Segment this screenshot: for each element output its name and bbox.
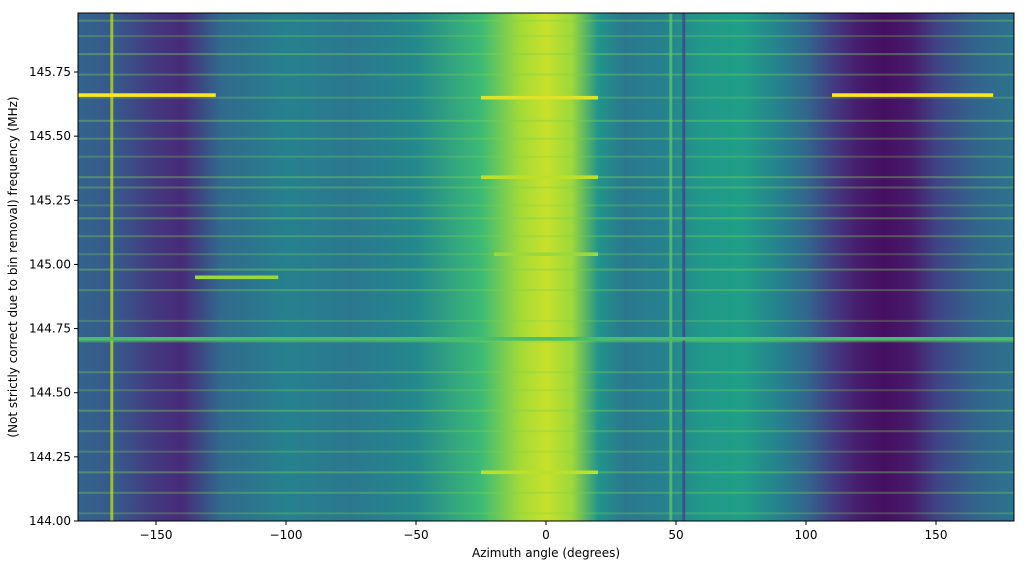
- y-tick-label: 145.00: [29, 257, 71, 271]
- y-tick-label: 145.25: [29, 193, 71, 207]
- x-tick-label: 150: [925, 528, 948, 542]
- frequency-row: [78, 235, 1014, 238]
- y-axis-ticks: 144.00 144.25 144.50 144.75 145.00 145.25 145.…: [29, 65, 78, 528]
- frequency-row: [78, 491, 1014, 494]
- y-tick-label: 144.75: [29, 322, 71, 336]
- signal-segment: [481, 175, 598, 179]
- frequency-row: [78, 217, 1014, 220]
- vertical-artifacts: [110, 13, 686, 521]
- signal-segment: [494, 252, 598, 256]
- frequency-row: [78, 409, 1014, 412]
- frequency-row: [78, 268, 1014, 271]
- frequency-row: [78, 371, 1014, 374]
- x-tick-label: 0: [542, 528, 550, 542]
- frequency-row: [78, 19, 1014, 22]
- frequency-row: [78, 319, 1014, 322]
- y-tick-label: 144.25: [29, 450, 71, 464]
- signal-segment: [832, 93, 994, 97]
- frequency-row: [78, 73, 1014, 76]
- x-tick-label: −100: [270, 528, 303, 542]
- frequency-row: [78, 204, 1014, 207]
- frequency-row: [78, 289, 1014, 292]
- frequency-row: [78, 450, 1014, 453]
- x-axis-ticks: −150 −100 −50 0 50 100 150: [140, 521, 948, 542]
- heatmap-background: [78, 13, 1014, 521]
- frequency-row: [78, 340, 1014, 343]
- signal-segments: [78, 93, 1014, 475]
- vertical-artifact: [682, 13, 686, 521]
- signal-segment: [78, 93, 216, 97]
- signal-segment: [481, 95, 598, 100]
- y-tick-label: 144.00: [29, 514, 71, 528]
- frequency-row: [78, 389, 1014, 392]
- x-axis-label: Azimuth angle (degrees): [472, 546, 620, 560]
- frequency-row: [78, 35, 1014, 38]
- frequency-row: [78, 119, 1014, 122]
- x-tick-label: 50: [668, 528, 683, 542]
- signal-segment: [195, 275, 279, 280]
- frequency-row: [78, 53, 1014, 56]
- y-axis-label: (Not strictly correct due to bin removal…: [6, 96, 20, 437]
- x-tick-label: −50: [403, 528, 428, 542]
- frequency-row: [78, 512, 1014, 515]
- y-tick-label: 145.75: [29, 65, 71, 79]
- y-tick-label: 145.50: [29, 129, 71, 143]
- frequency-row: [78, 137, 1014, 140]
- signal-segment: [481, 470, 598, 475]
- x-tick-label: 100: [795, 528, 818, 542]
- frequency-row: [78, 155, 1014, 158]
- vertical-artifact: [110, 13, 114, 521]
- vertical-artifact: [669, 13, 673, 521]
- signal-segment: [78, 337, 1014, 341]
- y-tick-label: 144.50: [29, 386, 71, 400]
- frequency-row: [78, 430, 1014, 433]
- frequency-row: [78, 186, 1014, 189]
- x-tick-label: −150: [140, 528, 173, 542]
